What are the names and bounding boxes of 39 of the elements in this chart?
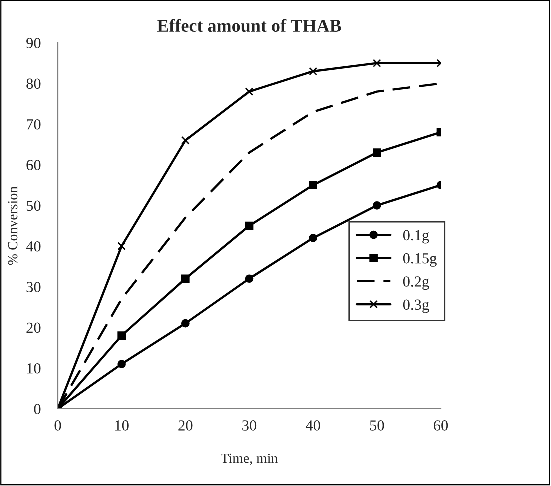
legend-label: 0.1g (403, 230, 430, 244)
x-tick-label: 10 (116, 420, 129, 431)
point (118, 360, 126, 368)
y-tick-label: 80 (26, 78, 41, 90)
legend-label: 0.3g (403, 300, 430, 314)
x-tick-label: 20 (178, 420, 193, 431)
y-tick-label: 20 (26, 322, 41, 334)
legend-label: 0.15g (403, 253, 437, 267)
y-tick-label: 0 (34, 404, 41, 414)
legend-label: 0.2g (403, 276, 430, 290)
x-tick-label: 30 (242, 420, 257, 431)
x-axis-title: Time, min (221, 454, 278, 466)
x-tick-label: 40 (306, 420, 320, 431)
point (245, 274, 254, 284)
y-tick-label: 40 (26, 241, 41, 252)
point (309, 181, 318, 190)
y-tick-label: 70 (27, 119, 41, 130)
point (373, 59, 382, 68)
point (182, 274, 190, 284)
y-tick-label: 30 (26, 282, 41, 292)
y-tick-label: 10 (27, 363, 41, 374)
point (309, 67, 318, 76)
point (182, 319, 190, 328)
point (182, 136, 190, 145)
point (245, 88, 254, 96)
y-tick-label: 90 (26, 38, 41, 48)
x-tick-label: 50 (370, 420, 384, 431)
point (309, 234, 318, 242)
point (373, 148, 382, 157)
point (373, 202, 382, 210)
point (118, 332, 126, 340)
point (245, 222, 254, 230)
y-tick-label: 50 (26, 200, 41, 212)
chart-title: Effect amount of THAB (157, 19, 342, 32)
y-axis-title: % Conversion (8, 186, 18, 266)
x-tick-label: 60 (434, 420, 448, 431)
y-tick-label: 60 (26, 160, 41, 170)
x-tick-label: 0 (54, 420, 62, 431)
point (118, 242, 126, 250)
